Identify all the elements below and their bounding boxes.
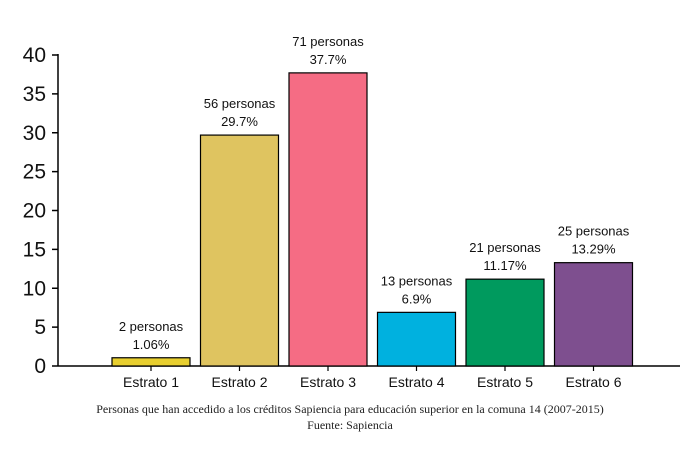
chart-caption: Personas que han accedido a los créditos…: [96, 402, 604, 416]
y-tick-label: 10: [23, 277, 46, 300]
y-tick-label: 25: [23, 161, 46, 184]
bar: [465, 278, 545, 367]
y-tick-label: 35: [23, 83, 46, 106]
y-tick-label: 0: [34, 355, 46, 378]
data-label: 25 personas: [558, 224, 630, 239]
data-label: 1.06%: [133, 337, 170, 352]
data-label: 37.7%: [310, 52, 347, 67]
chart-labels: Estrato 1 2 personas 1.06% Estrato 2 56 pers…: [119, 34, 630, 390]
bar: [553, 262, 634, 367]
bar: [376, 311, 457, 367]
data-label: 6.9%: [402, 291, 432, 306]
y-tick-label: 15: [23, 238, 46, 261]
bar: [288, 72, 368, 367]
data-label: 71 personas: [292, 34, 364, 49]
chart-bars: [111, 72, 634, 367]
x-tick-label: Estrato 3: [300, 374, 356, 390]
data-label: 21 personas: [469, 240, 541, 255]
x-tick-label: Estrato 4: [388, 374, 444, 390]
data-label: 13.29%: [571, 242, 616, 257]
x-tick-label: Estrato 1: [123, 374, 179, 390]
x-tick-label: Estrato 5: [477, 374, 533, 390]
bar: [199, 134, 280, 367]
y-tick-label: 20: [23, 200, 46, 223]
y-tick-label: 30: [23, 122, 46, 145]
data-label: 56 personas: [204, 96, 276, 111]
x-tick-label: Estrato 6: [565, 374, 621, 390]
data-label: 11.17%: [483, 258, 527, 273]
data-label: 13 personas: [381, 273, 453, 288]
y-tick-label: 5: [34, 316, 46, 339]
chart-source: Fuente: Sapiencia: [307, 418, 393, 432]
data-label: 2 personas: [119, 319, 184, 334]
y-tick-label: 40: [23, 44, 46, 67]
data-label: 29.7%: [221, 114, 258, 129]
bar: [111, 357, 191, 367]
x-tick-label: Estrato 2: [211, 374, 267, 390]
